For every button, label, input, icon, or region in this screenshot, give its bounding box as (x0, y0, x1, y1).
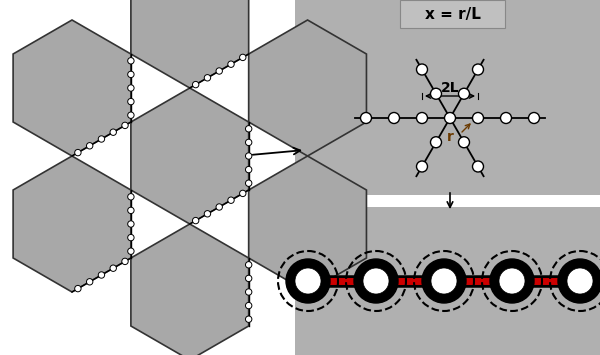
Circle shape (98, 272, 104, 278)
Circle shape (122, 258, 128, 264)
Circle shape (416, 161, 427, 172)
Circle shape (86, 143, 93, 149)
Circle shape (239, 190, 246, 197)
Circle shape (110, 265, 116, 272)
Circle shape (473, 113, 484, 124)
Text: r: r (446, 130, 454, 144)
Circle shape (128, 71, 134, 78)
Circle shape (128, 207, 134, 214)
Polygon shape (131, 224, 248, 355)
Circle shape (128, 58, 134, 64)
Circle shape (431, 137, 442, 148)
Circle shape (567, 268, 593, 294)
Circle shape (558, 259, 600, 303)
Circle shape (363, 268, 389, 294)
Circle shape (228, 61, 234, 67)
Circle shape (128, 234, 134, 241)
Circle shape (86, 279, 93, 285)
Circle shape (361, 113, 371, 124)
Circle shape (245, 302, 252, 309)
Text: 2L: 2L (440, 81, 460, 95)
Circle shape (193, 81, 199, 88)
Circle shape (239, 54, 246, 61)
Circle shape (490, 259, 534, 303)
Text: x = r/L: x = r/L (425, 6, 481, 22)
Circle shape (74, 149, 81, 156)
Circle shape (458, 137, 470, 148)
Circle shape (74, 285, 81, 292)
Circle shape (128, 221, 134, 227)
Circle shape (245, 166, 252, 173)
Circle shape (245, 180, 252, 186)
Circle shape (245, 139, 252, 146)
Circle shape (529, 113, 539, 124)
Circle shape (431, 88, 442, 99)
Circle shape (389, 113, 400, 124)
Circle shape (245, 275, 252, 282)
Bar (295, 207, 600, 355)
Circle shape (245, 289, 252, 295)
Circle shape (295, 268, 321, 294)
Circle shape (193, 217, 199, 224)
Circle shape (245, 316, 252, 322)
Circle shape (354, 259, 398, 303)
Polygon shape (248, 20, 367, 156)
Circle shape (110, 129, 116, 135)
Circle shape (204, 211, 211, 217)
Polygon shape (131, 88, 248, 224)
Bar (295, 0, 600, 195)
Circle shape (128, 248, 134, 255)
Circle shape (128, 98, 134, 105)
Circle shape (128, 193, 134, 200)
Polygon shape (131, 0, 248, 88)
Circle shape (431, 268, 457, 294)
Circle shape (128, 85, 134, 91)
Circle shape (128, 112, 134, 119)
Circle shape (204, 75, 211, 81)
Circle shape (216, 68, 223, 74)
Circle shape (228, 197, 234, 203)
Circle shape (458, 88, 470, 99)
Circle shape (500, 113, 511, 124)
Circle shape (122, 122, 128, 129)
Circle shape (245, 262, 252, 268)
Circle shape (245, 153, 252, 159)
Circle shape (98, 136, 104, 142)
Circle shape (416, 64, 427, 75)
Circle shape (499, 268, 525, 294)
Bar (400, 0, 505, 28)
Circle shape (245, 126, 252, 132)
Circle shape (473, 161, 484, 172)
Polygon shape (13, 20, 131, 156)
Circle shape (216, 204, 223, 210)
Circle shape (416, 113, 427, 124)
Polygon shape (248, 156, 367, 292)
Circle shape (445, 113, 455, 124)
Circle shape (473, 64, 484, 75)
Circle shape (286, 259, 330, 303)
Polygon shape (13, 156, 131, 292)
Circle shape (422, 259, 466, 303)
